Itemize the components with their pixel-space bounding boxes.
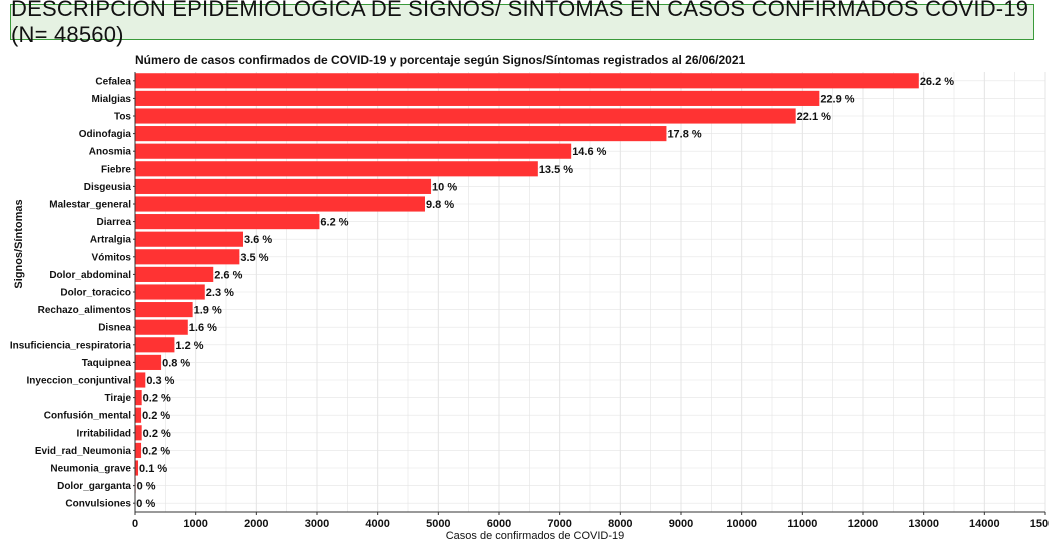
- y-axis-label: Signos/Síntomas: [13, 199, 25, 288]
- banner-title: DESCRIPCIÓN EPIDEMIOLÓGICA DE SIGNOS/ SI…: [10, 0, 1034, 47]
- category-label: Tiraje: [105, 393, 132, 404]
- bar: [135, 161, 538, 177]
- bar: [135, 390, 142, 406]
- category-label: Disnea: [98, 323, 131, 334]
- x-tick-label: 8000: [608, 518, 632, 530]
- bar: [135, 108, 796, 124]
- bar: [135, 126, 667, 142]
- bar: [135, 284, 205, 300]
- category-label: Irritabilidad: [77, 428, 131, 439]
- data-label: 10 %: [432, 181, 457, 193]
- data-label: 17.8 %: [667, 129, 701, 141]
- bar: [135, 73, 919, 89]
- bar: [135, 90, 820, 106]
- bar: [135, 407, 142, 423]
- bar: [135, 442, 142, 458]
- x-tick-label: 0: [132, 518, 138, 530]
- bars: [135, 73, 919, 511]
- category-label: Dolor_toracico: [60, 288, 131, 299]
- bar: [135, 372, 146, 388]
- data-label: 0.1 %: [139, 463, 167, 475]
- data-label: 0.2 %: [143, 428, 171, 440]
- x-tick-label: 15000: [1030, 518, 1049, 530]
- bar: [135, 178, 432, 194]
- category-label: Cefalea: [95, 76, 131, 87]
- bar: [135, 425, 142, 441]
- x-tick-label: 12000: [848, 518, 879, 530]
- data-label: 0.2 %: [143, 393, 171, 405]
- data-label: 2.3 %: [206, 287, 234, 299]
- category-label: Malestar_general: [49, 200, 131, 211]
- data-label: 2.6 %: [214, 269, 242, 281]
- category-label: Rechazo_alimentos: [38, 305, 132, 316]
- bar: [135, 249, 240, 265]
- x-tick-label: 2000: [244, 518, 268, 530]
- category-label: Tos: [114, 112, 131, 123]
- data-label: 0.2 %: [142, 445, 170, 457]
- x-tick-label: 4000: [365, 518, 389, 530]
- data-label: 6.2 %: [320, 217, 348, 229]
- bar: [135, 266, 214, 282]
- bar: [135, 460, 139, 476]
- category-label: Inyeccion_conjuntival: [27, 376, 132, 387]
- data-label: 26.2 %: [920, 76, 954, 88]
- x-tick-label: 3000: [305, 518, 329, 530]
- x-axis-label: Casos de confirmados de COVID-19: [446, 530, 625, 542]
- data-label: 9.8 %: [426, 199, 454, 211]
- data-label: 0.3 %: [146, 375, 174, 387]
- data-label: 13.5 %: [539, 164, 573, 176]
- data-label: 1.6 %: [189, 322, 217, 334]
- bar: [135, 143, 572, 159]
- bar: [135, 231, 243, 247]
- category-label: Mialgias: [92, 94, 132, 105]
- x-tick-label: 13000: [908, 518, 939, 530]
- data-label: 3.5 %: [240, 252, 268, 264]
- x-tick-label: 9000: [669, 518, 693, 530]
- category-label: Odinofagia: [79, 129, 132, 140]
- category-label: Convulsiones: [65, 499, 131, 510]
- bar: [135, 354, 162, 370]
- data-label: 0 %: [136, 498, 155, 510]
- bar: [135, 302, 193, 318]
- category-label: Fiebre: [101, 164, 131, 175]
- x-tick-label: 14000: [969, 518, 1000, 530]
- data-label: 0 %: [137, 481, 156, 493]
- bar: [135, 196, 425, 212]
- category-label: Dolor_abdominal: [49, 270, 131, 281]
- x-tick-label: 6000: [487, 518, 511, 530]
- category-label: Confusión_mental: [44, 411, 131, 422]
- bar: [135, 319, 188, 335]
- bar: [135, 214, 320, 230]
- data-label: 22.9 %: [820, 93, 854, 105]
- data-label: 0.2 %: [142, 410, 170, 422]
- category-label: Neumonia_grave: [50, 464, 131, 475]
- data-label: 22.1 %: [797, 111, 831, 123]
- category-label: Evid_rad_Neumonia: [35, 446, 132, 457]
- data-label: 3.6 %: [244, 234, 272, 246]
- category-label: Taquipnea: [82, 358, 132, 369]
- category-label: Vómitos: [92, 252, 132, 263]
- data-label: 1.2 %: [175, 340, 203, 352]
- bar: [135, 337, 175, 353]
- category-label: Insuficiencia_respiratoria: [10, 340, 132, 351]
- x-tick-label: 5000: [426, 518, 450, 530]
- data-label: 1.9 %: [194, 305, 222, 317]
- category-label: Dolor_garganta: [57, 481, 131, 492]
- x-tick-label: 7000: [547, 518, 571, 530]
- x-tick-label: 11000: [787, 518, 817, 530]
- chart-title: Número de casos confirmados de COVID-19 …: [135, 53, 746, 67]
- labels: Cefalea 26.2 % Mialgias 22.9 % Tos 22.1 % Odin…: [10, 76, 1049, 530]
- category-label: Anosmia: [89, 147, 132, 158]
- x-tick-label: 10000: [726, 518, 757, 530]
- x-tick-label: 1000: [183, 518, 207, 530]
- category-label: Disgeusia: [84, 182, 132, 193]
- category-label: Diarrea: [97, 217, 132, 228]
- category-label: Artralgia: [90, 235, 132, 246]
- data-label: 0.8 %: [162, 357, 190, 369]
- data-label: 14.6 %: [572, 146, 606, 158]
